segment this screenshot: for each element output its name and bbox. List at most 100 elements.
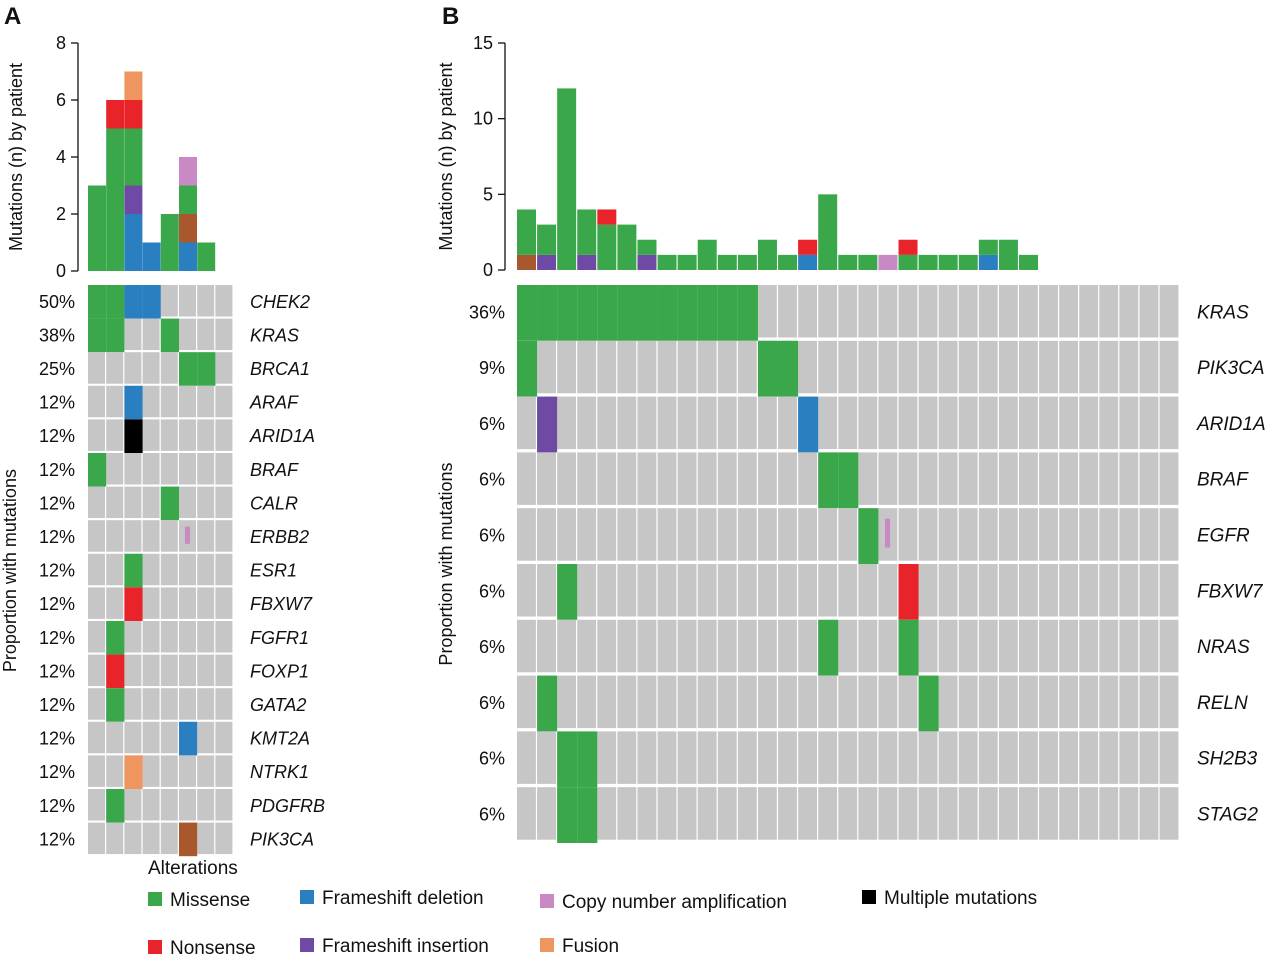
heatmap-cell-empty xyxy=(778,285,797,338)
heatmap-cell-empty xyxy=(179,654,196,687)
y-tick-label: 4 xyxy=(56,147,66,167)
heatmap-cell-empty xyxy=(697,731,717,784)
heatmap-cell-empty xyxy=(1139,787,1159,840)
heatmap-cell-empty xyxy=(124,621,142,653)
gene-label: ESR1 xyxy=(250,561,297,581)
heatmap-cell-empty xyxy=(978,396,998,450)
y-tick-label: 0 xyxy=(56,261,66,281)
heatmap-cell-empty xyxy=(717,619,737,673)
heatmap-cell-empty xyxy=(938,731,958,784)
heatmap-cell-empty xyxy=(197,789,215,821)
heatmap-cell-missense xyxy=(697,285,718,341)
heatmap-cell-empty xyxy=(878,564,898,617)
heatmap-cell-empty xyxy=(637,396,657,450)
heatmap-cell-empty xyxy=(88,755,105,787)
heatmap-cell-empty xyxy=(179,486,196,519)
heatmap-cell-missense xyxy=(597,285,618,341)
heatmap-cell-empty xyxy=(677,508,697,561)
heatmap-cell-empty xyxy=(88,520,105,552)
heatmap-cell-empty xyxy=(998,340,1018,394)
heatmap-cell-empty xyxy=(938,564,958,617)
heatmap-cell-empty xyxy=(737,340,757,394)
heatmap-cell-empty xyxy=(1139,285,1159,338)
heatmap-cell-empty xyxy=(1099,396,1119,450)
heatmap-cell-missense xyxy=(657,285,678,341)
heatmap-cell-empty xyxy=(958,508,978,561)
heatmap-cell-empty xyxy=(179,318,196,351)
bar-segment-missense xyxy=(537,224,557,255)
heatmap-cell-empty xyxy=(1039,564,1058,617)
heatmap-cell-empty xyxy=(898,675,918,729)
heatmap-cell-empty xyxy=(617,508,637,561)
heatmap-cell-empty xyxy=(197,419,215,451)
heatmap-cell-empty xyxy=(537,340,556,394)
heatmap-cell-empty xyxy=(778,452,797,505)
heatmap-cell-missense xyxy=(898,619,919,676)
heatmap-cell-empty xyxy=(637,564,657,617)
heatmap-cell-empty xyxy=(1139,508,1159,561)
heatmap-cell-empty xyxy=(998,285,1018,338)
heatmap-cell-empty xyxy=(677,619,697,673)
heatmap-cell-empty xyxy=(1119,731,1139,784)
heatmap-cell-empty xyxy=(918,731,938,784)
heatmap-cell-empty xyxy=(1059,787,1079,840)
heatmap-cell-empty xyxy=(106,587,124,619)
heatmap-cell-empty xyxy=(697,564,717,617)
heatmap-cell-empty xyxy=(1039,508,1058,561)
heatmap-cell-empty xyxy=(179,789,196,821)
heatmap-cell-empty xyxy=(878,731,898,784)
heatmap-cell-empty xyxy=(142,419,160,451)
heatmap-row-esr1: 12% ESR1 xyxy=(39,553,297,588)
stacked-bars xyxy=(517,88,1038,271)
gene-percentage: 12% xyxy=(39,561,75,581)
heatmap-cell-empty xyxy=(677,452,697,505)
heatmap-cell-empty xyxy=(557,452,577,505)
heatmap-cell-empty xyxy=(697,787,717,840)
heatmap-cell-empty xyxy=(858,452,878,505)
heatmap-cell-empty xyxy=(737,675,757,729)
heatmap-cell-empty xyxy=(1159,340,1179,394)
legend-swatch xyxy=(540,938,554,952)
panel-b: B 0 5 10 15 Mutations (n) by patient 36% KRAS 9%… xyxy=(436,3,1266,843)
heatmap-cell-empty xyxy=(878,285,898,338)
heatmap-cell-missense xyxy=(88,318,107,353)
heatmap-cell-empty xyxy=(898,787,918,840)
heatmap-cell-empty xyxy=(215,755,233,787)
heatmap-cell-empty xyxy=(998,619,1018,673)
heatmap-cell-empty xyxy=(577,396,597,450)
heatmap-cell-empty xyxy=(142,621,160,653)
heatmap-cell-empty xyxy=(1159,452,1179,505)
heatmap-cell-empty xyxy=(1039,787,1058,840)
heatmap-cell-empty xyxy=(215,385,233,418)
heatmap-cell-empty xyxy=(160,755,178,787)
heatmap-row-foxp1: 12% FOXP1 xyxy=(39,654,309,689)
heatmap-cell-empty xyxy=(577,508,597,561)
legend-label: Frameshift deletion xyxy=(322,888,484,909)
bar-segment-missense xyxy=(858,254,878,270)
legend-swatch xyxy=(300,890,314,904)
bar-segment-frameshift-insertion xyxy=(537,254,557,270)
gene-percentage: 12% xyxy=(39,628,75,648)
heatmap-cell-missense xyxy=(106,789,125,823)
bar-segment-inframe-deletion xyxy=(179,214,197,243)
heatmap-cell-missense xyxy=(537,285,558,341)
gene-percentage: 12% xyxy=(39,729,75,749)
heatmap-cell-empty xyxy=(197,822,215,855)
heatmap-cell-empty xyxy=(160,419,178,451)
heatmap-cell-empty xyxy=(1119,564,1139,617)
heatmap-cell-inframe-deletion xyxy=(179,822,198,857)
gene-label: BRCA1 xyxy=(250,359,310,379)
heatmap-cell-empty xyxy=(958,285,978,338)
heatmap-cell-empty xyxy=(1119,340,1139,394)
heatmap-cell-empty xyxy=(215,318,233,351)
heatmap-y-axis-title: Proportion with mutations xyxy=(436,462,456,665)
heatmap-cell-empty xyxy=(88,486,105,519)
legend-swatch xyxy=(148,892,162,906)
heatmap-cell-empty xyxy=(858,285,878,338)
heatmap-cell-empty xyxy=(1159,619,1179,673)
heatmap-cell-empty xyxy=(958,787,978,840)
gene-percentage: 6% xyxy=(479,470,505,490)
heatmap-row-egfr: 6% EGFR xyxy=(479,508,1250,564)
legend-label: Missense xyxy=(170,890,250,911)
